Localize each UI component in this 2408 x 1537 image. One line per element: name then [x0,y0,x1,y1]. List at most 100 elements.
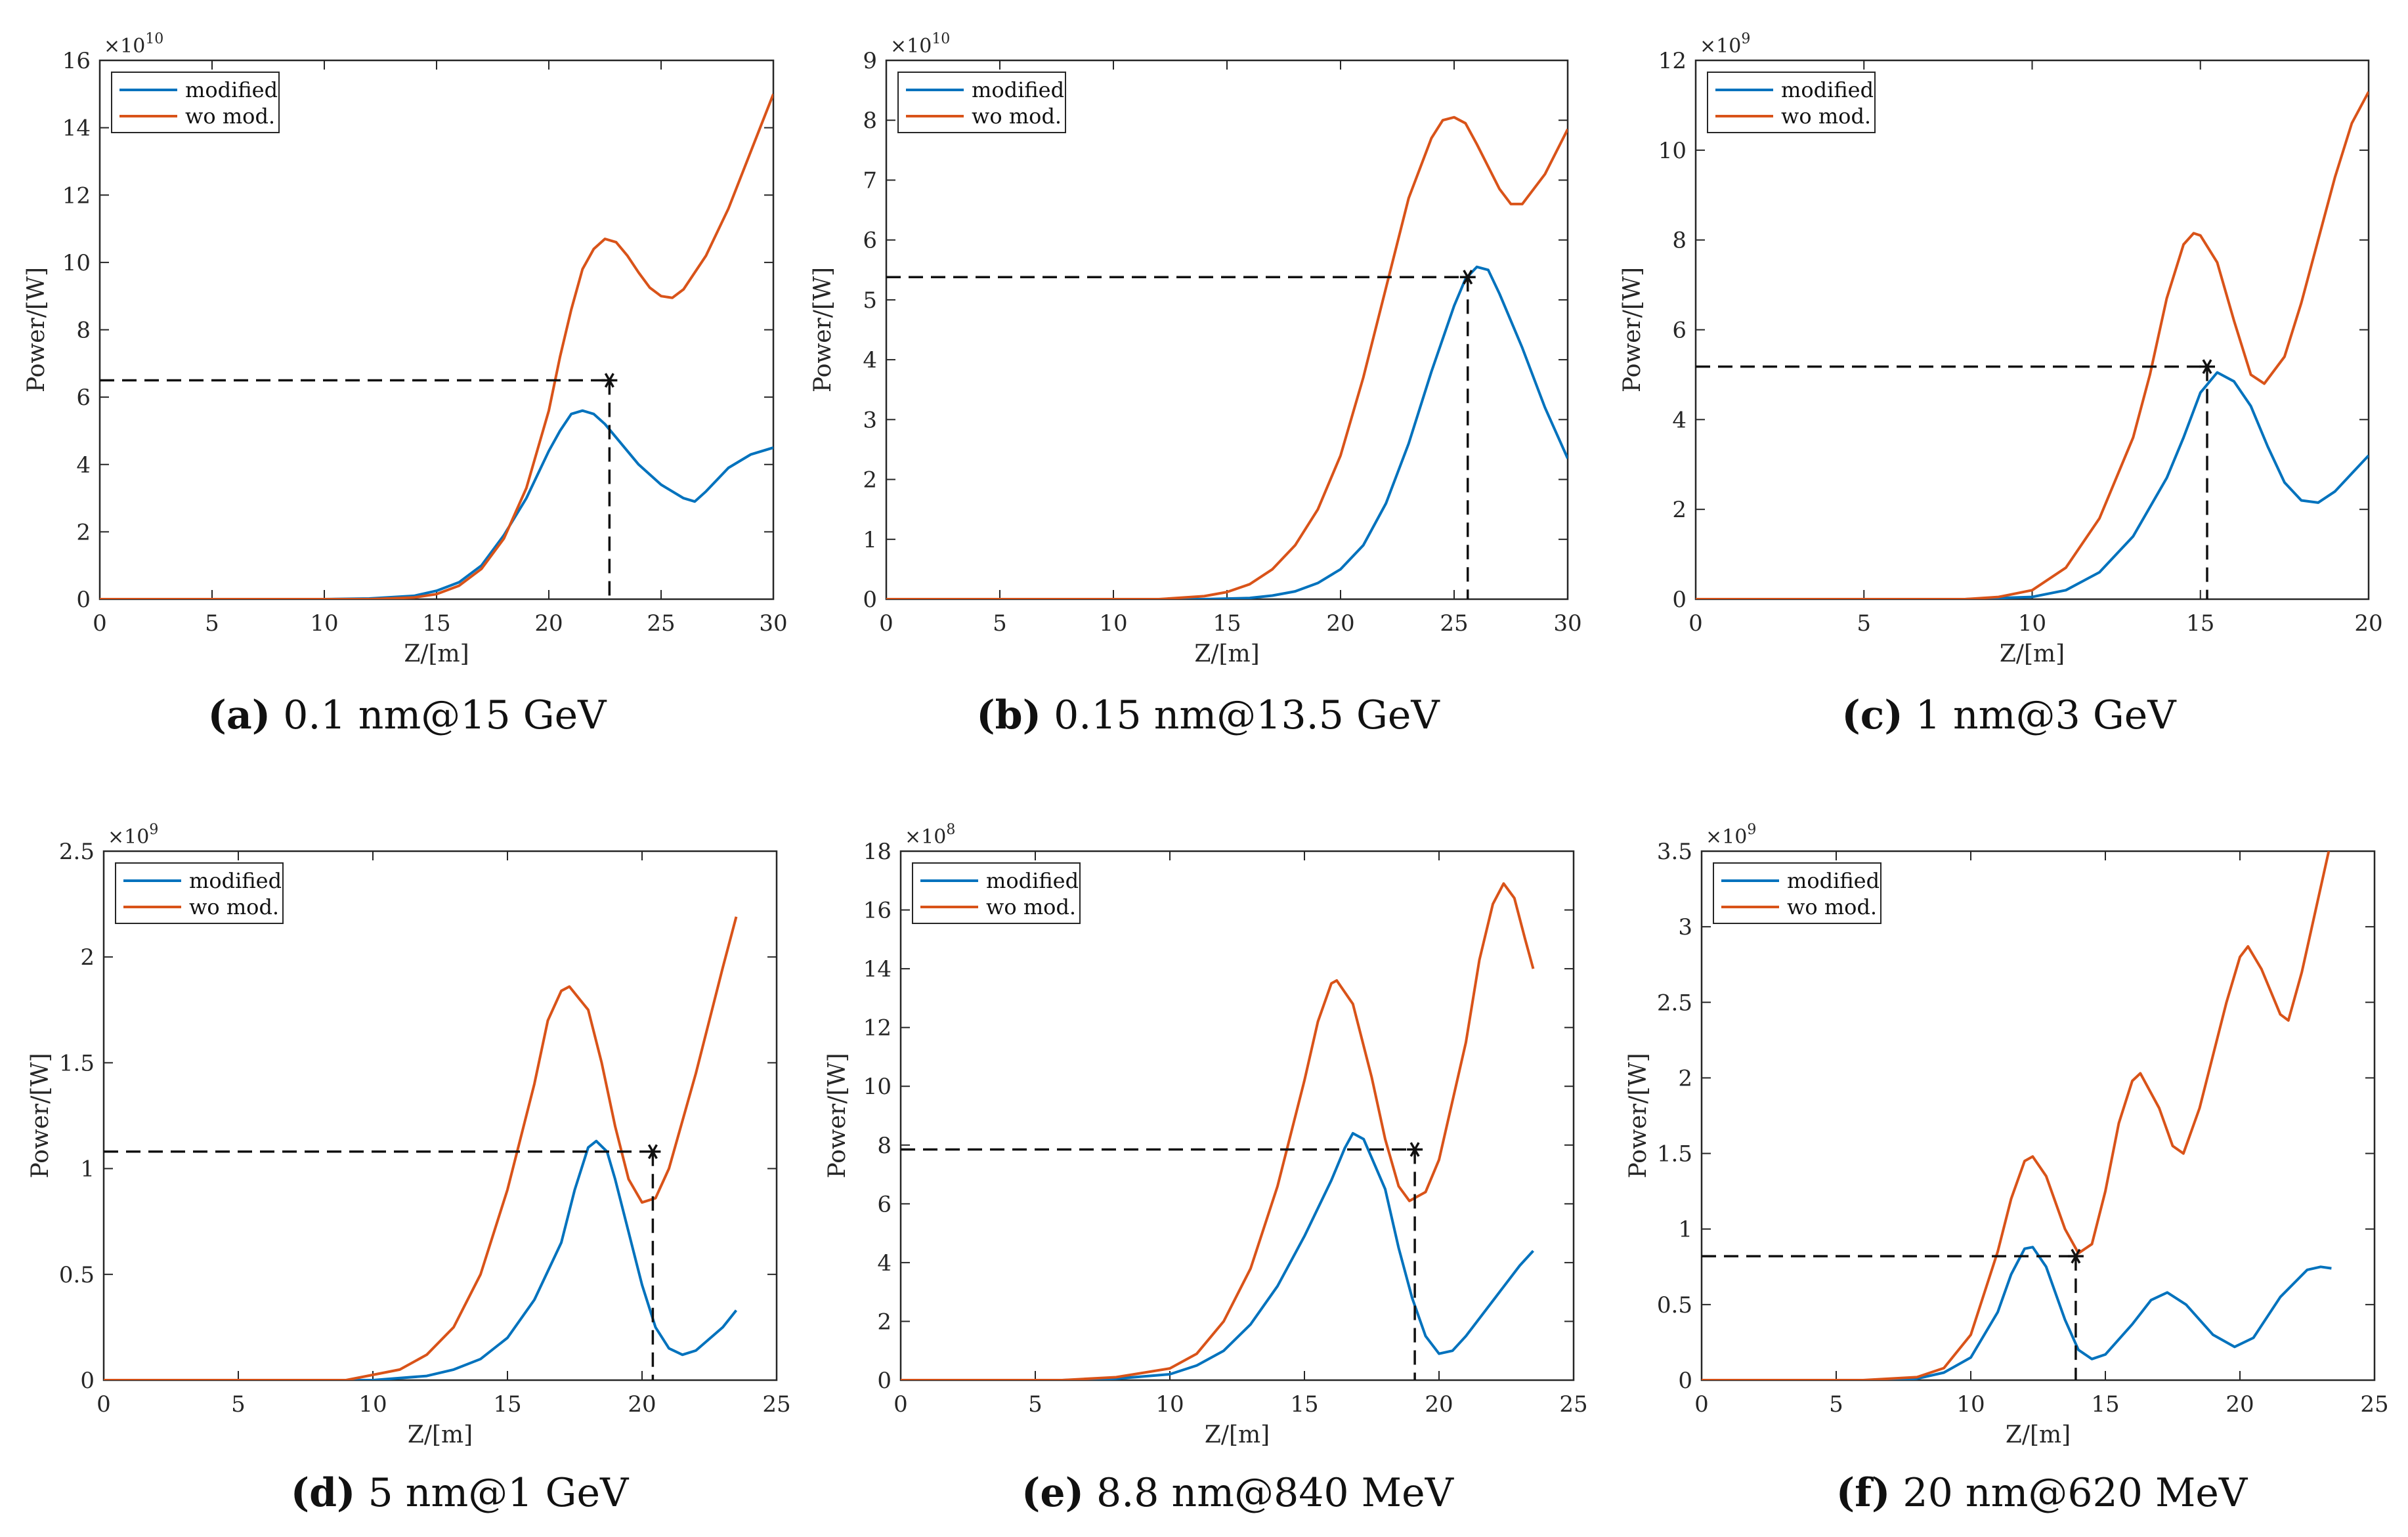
y-exponent-label: ×108 [905,822,955,849]
y-exponent-label: ×1010 [104,31,163,58]
y-tick-label: 14 [62,116,91,142]
chart-panel-e: 0 5 10 15 20 25 0 2 4 6 8 10 12 14 16 18 ×108 Z/[m] Power/… [824,822,1588,1448]
series-line-wo-mod [100,93,773,599]
plot-area-frame [899,850,1575,1381]
y-tick-label: 3 [1678,914,1692,940]
x-tick-label: 5 [231,1391,246,1418]
x-tick-label: 15 [2091,1391,2119,1418]
y-tick-label: 12 [62,182,91,209]
x-tick-label: 10 [1956,1391,1985,1418]
marker-star [601,373,618,388]
subfigure-caption: (d) 5 nm@1 GeV [66,1470,853,1516]
x-tick-label: 20 [1326,610,1354,637]
y-tick-label: 16 [62,48,91,74]
series-line-modified [100,409,773,599]
caption-text: 0.15 nm@13.5 GeV [1041,692,1440,738]
x-axis-label: Z/[m] [1205,1421,1270,1448]
marker-star [2067,1248,2084,1264]
y-tick-label: 4 [1672,407,1687,433]
chart-panel-a: 0 5 10 15 20 25 30 0 2 4 6 8 10 12 14 16 ×1010 Z/[m] Power… [23,31,788,667]
caption-label: (c) [1841,692,1903,738]
x-tick-label: 0 [93,610,107,637]
y-tick-label: 8 [76,318,91,344]
y-axis-label: Power/[W] [824,1053,851,1179]
y-axis-label: Power/[W] [809,267,836,392]
legend-entry-label: wo mod. [986,895,1076,919]
marker-star [645,1144,661,1160]
legend-box [111,72,280,133]
x-tick-label: 30 [1553,610,1581,637]
marker-star [1459,269,1476,285]
chart-panel-c: 0 5 10 15 20 0 2 4 6 8 10 12 ×109 Z/[m] Power/[W] modif… [1619,31,2383,667]
plot-area-frame [98,59,775,600]
chart-panel-d: 0 5 10 15 20 25 0 0.5 1 1.5 2 2.5 ×109 Z/[m] Power/[W]… [27,822,791,1448]
caption-label: (d) [290,1470,356,1516]
legend-entry-label: wo mod. [1787,895,1877,919]
x-tick-label: 5 [1028,1391,1043,1418]
series-line-wo-mod [901,882,1535,1380]
y-tick-label: 4 [863,347,877,373]
y-exponent-value: 10 [145,31,163,47]
y-tick-label: 2 [877,1309,892,1335]
caption-text: 0.1 nm@15 GeV [270,692,607,738]
y-tick-label: 5 [863,287,877,314]
x-tick-label: 20 [534,610,563,637]
y-tick-label: 1 [1678,1217,1692,1243]
x-tick-label: 0 [1688,610,1703,637]
x-tick-label: 0 [893,1391,908,1418]
y-tick-label: 2 [863,467,877,494]
y-exponent-value: 10 [932,31,950,47]
y-axis-label: Power/[W] [1625,1053,1652,1179]
y-tick-label: 2 [1678,1065,1692,1091]
x-tick-label: 10 [358,1391,387,1418]
y-tick-label: 6 [863,228,877,254]
y-tick-label: 12 [863,1015,892,1042]
x-tick-label: 10 [310,610,338,637]
y-tick-label: 8 [1672,228,1687,254]
y-tick-label: 3.5 [1657,839,1692,865]
caption-label: (f) [1836,1470,1891,1516]
x-tick-label: 15 [422,610,450,637]
caption-label: (b) [976,692,1041,738]
y-tick-label: 0 [1672,587,1687,613]
y-axis-label: Power/[W] [1619,267,1646,392]
series-line-modified [901,1131,1534,1380]
y-tick-label: 2 [80,944,95,971]
y-tick-label: 10 [62,250,91,276]
x-axis-label: Z/[m] [2006,1421,2071,1448]
y-exponent-value: 8 [946,822,955,838]
legend-box [115,862,284,924]
y-tick-label: 9 [863,48,877,74]
legend-entry-label: wo mod. [185,104,275,129]
series-line-wo-mod [104,916,738,1380]
subfigure-caption: (e) 8.8 nm@840 MeV [844,1470,1631,1516]
y-tick-label: 1.5 [1657,1141,1692,1168]
series-line-modified [1696,371,2369,599]
y-tick-label: 0 [76,587,91,613]
subfigure-caption: (a) 0.1 nm@15 GeV [13,692,801,738]
y-tick-label: 0 [80,1368,95,1394]
y-exponent-value: 9 [1741,31,1750,47]
y-exponent-value: 9 [149,822,158,838]
legend-entry-label: wo mod. [972,104,1062,129]
y-exponent-label: ×109 [108,822,158,849]
y-exponent-value: 9 [1747,822,1756,838]
x-tick-label: 20 [628,1391,656,1418]
x-tick-label: 15 [493,1391,521,1418]
legend-entry-label: modified [185,77,278,102]
legend-entry-label: modified [1787,868,1880,893]
series-line-modified [886,265,1568,599]
y-tick-label: 0 [1678,1368,1692,1394]
legend-box [912,862,1081,924]
plot-area-frame [1700,850,2376,1381]
y-tick-label: 8 [877,1133,892,1159]
legend-entry-label: modified [189,868,282,893]
y-tick-label: 10 [863,1074,892,1100]
caption-text: 8.8 nm@840 MeV [1083,1470,1453,1516]
